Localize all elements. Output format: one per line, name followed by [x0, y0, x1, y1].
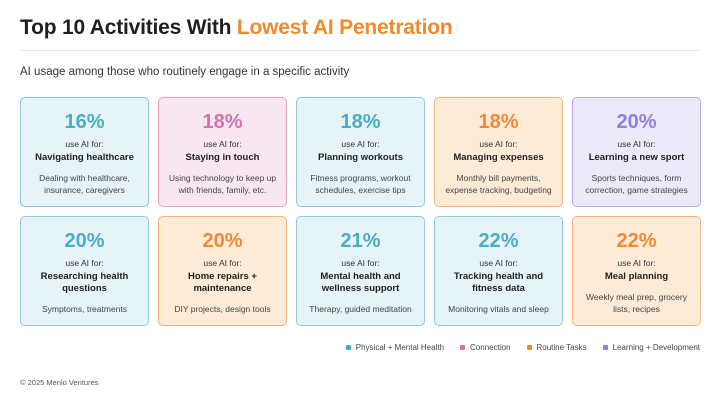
use-ai-label: use AI for:	[203, 139, 242, 149]
legend-label: Routine Tasks	[536, 343, 587, 352]
activity-description: Therapy, guided meditation	[309, 304, 412, 314]
use-ai-label: use AI for:	[203, 258, 242, 268]
activity-name: Home repairs + maintenance	[188, 271, 257, 294]
percentage-value: 18%	[478, 111, 519, 133]
activity-description: DIY projects, design tools	[174, 304, 271, 314]
use-ai-label: use AI for:	[65, 139, 104, 149]
legend-item: Physical + Mental Health	[345, 343, 445, 352]
legend-swatch	[602, 345, 608, 350]
legend-label: Connection	[470, 343, 511, 352]
activity-card: 18% use AI for: Staying in touch Using tech…	[158, 97, 287, 207]
percentage-value: 22%	[478, 230, 519, 252]
page-subtitle: AI usage among those who routinely engag…	[20, 66, 350, 78]
activity-name: Managing expenses	[453, 152, 544, 163]
legend-item: Learning + Development	[602, 343, 700, 352]
use-ai-label: use AI for:	[479, 139, 518, 149]
activity-card: 22% use AI for: Meal planning Weekly meal p…	[572, 216, 701, 326]
activity-card: 18% use AI for: Managing expenses Monthly b…	[434, 97, 563, 207]
use-ai-label: use AI for:	[617, 139, 656, 149]
activity-card: 18% use AI for: Planning workouts Fitness p…	[296, 97, 425, 207]
copyright-footer: © 2025 Menlo Ventures	[20, 378, 99, 387]
percentage-value: 20%	[616, 111, 657, 133]
category-legend: Physical + Mental Health Connection Routin…	[345, 343, 700, 352]
legend-swatch	[526, 345, 532, 350]
activity-card: 16% use AI for: Navigating healthcare Deali…	[20, 97, 149, 207]
activity-description: Monitoring vitals and sleep	[448, 304, 549, 314]
legend-label: Learning + Development	[612, 343, 700, 352]
activity-name: Staying in touch	[185, 152, 260, 163]
activity-card: 22% use AI for: Tracking health and fitnes…	[434, 216, 563, 326]
activity-name: Meal planning	[604, 271, 669, 282]
title-highlight: Lowest AI Penetration	[236, 16, 453, 39]
title-divider	[20, 50, 700, 51]
use-ai-label: use AI for:	[341, 139, 380, 149]
legend-swatch	[460, 345, 466, 350]
activity-name: Mental health and wellness support	[320, 271, 401, 294]
title-prefix: Top 10 Activities With	[20, 16, 237, 39]
activity-description: Symptoms, treatments	[41, 304, 128, 314]
activity-name: Navigating healthcare	[35, 152, 134, 163]
legend-label: Physical + Mental Health	[355, 343, 445, 352]
activity-description: Weekly meal prep, grocery lists, recipes	[586, 292, 687, 314]
activity-card: 20% use AI for: Researching health questio…	[20, 216, 149, 326]
page-title: Top 10 Activities With Lowest AI Penetra…	[20, 16, 453, 40]
activity-description: Using technology to keep up with friends…	[168, 173, 277, 195]
percentage-value: 20%	[202, 230, 243, 252]
activity-description: Fitness programs, workout schedules, exe…	[310, 173, 411, 195]
activity-card-grid: 16% use AI for: Navigating healthcare Deali…	[20, 97, 701, 326]
percentage-value: 21%	[340, 230, 381, 252]
activity-card: 20% use AI for: Home repairs + maintenance…	[158, 216, 287, 326]
use-ai-label: use AI for:	[479, 258, 518, 268]
percentage-value: 20%	[64, 230, 105, 252]
activity-card: 20% use AI for: Learning a new sport Sports…	[572, 97, 701, 207]
legend-swatch	[345, 345, 351, 350]
use-ai-label: use AI for:	[341, 258, 380, 268]
percentage-value: 22%	[616, 230, 657, 252]
percentage-value: 16%	[64, 111, 105, 133]
legend-item: Connection	[460, 343, 511, 352]
activity-name: Researching health questions	[40, 271, 129, 294]
activity-name: Tracking health and fitness data	[453, 271, 544, 294]
activity-description: Monthly bill payments, expense tracking,…	[445, 173, 552, 195]
legend-item: Routine Tasks	[526, 343, 587, 352]
percentage-value: 18%	[202, 111, 243, 133]
use-ai-label: use AI for:	[65, 258, 104, 268]
use-ai-label: use AI for:	[617, 258, 656, 268]
percentage-value: 18%	[340, 111, 381, 133]
activity-description: Sports techniques, form correction, game…	[585, 173, 688, 195]
activity-description: Dealing with healthcare, insurance, care…	[39, 173, 130, 195]
activity-name: Planning workouts	[318, 152, 403, 163]
activity-name: Learning a new sport	[588, 152, 685, 163]
activity-card: 21% use AI for: Mental health and wellness…	[296, 216, 425, 326]
